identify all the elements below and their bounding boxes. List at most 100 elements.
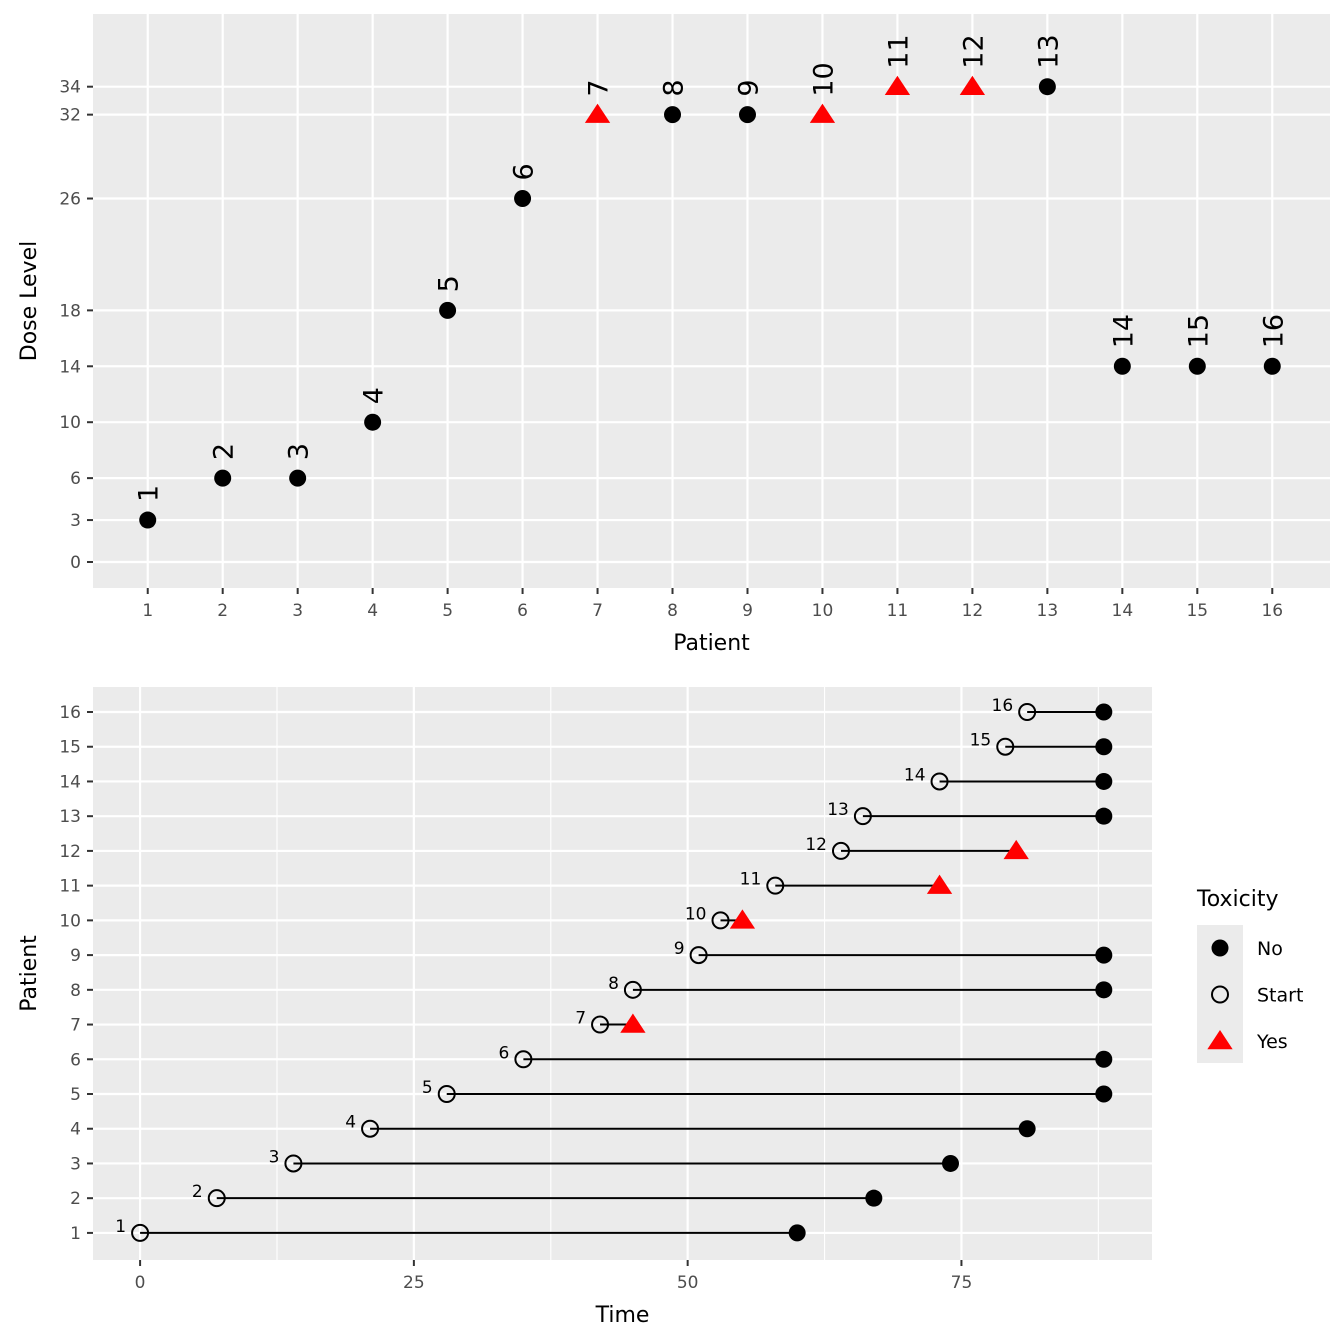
y-tick-label: 9 — [70, 946, 81, 966]
y-axis-title: Patient — [17, 935, 42, 1012]
start-point — [591, 1015, 610, 1034]
start-point — [131, 1223, 150, 1242]
y-axis-title: Dose Level — [17, 241, 42, 361]
plot-panel — [93, 14, 1330, 588]
patient-label: 9 — [674, 939, 685, 959]
patient-label: 13 — [827, 800, 849, 820]
y-tick-label: 7 — [70, 1016, 81, 1036]
patient-label: 16 — [992, 696, 1014, 716]
toxicity-yes-point — [1003, 839, 1029, 860]
patient-label: 10 — [808, 62, 839, 96]
patient-label: 6 — [499, 1043, 510, 1063]
toxicity-no-point — [738, 106, 756, 124]
patient-label: 1 — [134, 485, 165, 502]
patient-label: 15 — [1183, 314, 1214, 348]
y-tick-label: 15 — [59, 738, 81, 758]
patient-label: 14 — [904, 765, 926, 785]
x-tick-label: 75 — [951, 1273, 973, 1293]
patient-label: 6 — [509, 163, 540, 180]
y-tick-label: 6 — [70, 469, 81, 489]
toxicity-yes-point — [584, 103, 611, 123]
legend-label: Start — [1257, 985, 1303, 1007]
patient-label: 5 — [434, 275, 465, 292]
patient-label: 7 — [584, 79, 615, 96]
patient-label: 11 — [740, 870, 762, 890]
x-tick-label: 8 — [667, 601, 678, 621]
y-tick-label: 18 — [59, 301, 81, 321]
patient-label: 8 — [659, 79, 690, 96]
patient-label: 16 — [1258, 314, 1289, 348]
legend-title: Toxicity — [1196, 887, 1278, 912]
x-tick-label: 1 — [142, 601, 153, 621]
patient-label: 9 — [733, 79, 764, 96]
x-tick-label: 3 — [292, 601, 303, 621]
y-tick-label: 13 — [59, 807, 81, 827]
x-tick-label: 9 — [742, 601, 753, 621]
patient-label: 4 — [345, 1113, 356, 1133]
x-tick-label: 16 — [1261, 601, 1283, 621]
toxicity-yes-point — [959, 75, 986, 95]
timeline-chart: 0 25 50 75123456789101112131415161234567891… — [17, 687, 1303, 1328]
legend-key-no — [1211, 939, 1229, 957]
plot-panel — [93, 687, 1152, 1260]
patient-label: 2 — [209, 443, 240, 460]
y-tick-label: 12 — [59, 842, 81, 862]
y-tick-label: 34 — [59, 78, 81, 98]
start-point — [284, 1154, 303, 1173]
start-point — [1018, 703, 1037, 722]
toxicity-no-point — [1263, 357, 1281, 375]
toxicity-no-point — [1095, 1050, 1113, 1068]
toxicity-no-point — [1188, 357, 1206, 375]
x-tick-label: 5 — [442, 601, 453, 621]
patient-label: 2 — [192, 1182, 203, 1202]
start-point — [437, 1085, 456, 1104]
dose-chart: 1 2 3 4 5 6 7 8 9 10 11 12 13 14 15 1603610141826323412… — [17, 14, 1330, 656]
toxicity-no-point — [1095, 703, 1113, 721]
x-tick-label: 4 — [367, 601, 378, 621]
start-point — [711, 911, 730, 930]
toxicity-no-point — [1095, 807, 1113, 825]
y-tick-label: 3 — [70, 511, 81, 531]
toxicity-no-point — [214, 469, 232, 487]
y-tick-label: 3 — [70, 1154, 81, 1174]
start-point — [853, 807, 872, 826]
toxicity-yes-point — [926, 874, 953, 894]
y-tick-label: 16 — [59, 703, 81, 723]
start-point — [766, 876, 785, 895]
y-tick-label: 8 — [70, 981, 81, 1001]
y-tick-label: 1 — [70, 1224, 81, 1244]
toxicity-no-point — [865, 1189, 883, 1207]
y-tick-label: 11 — [59, 877, 81, 897]
toxicity-no-point — [1095, 738, 1113, 756]
patient-label: 1 — [115, 1217, 126, 1237]
start-point — [361, 1119, 380, 1138]
start-point — [623, 980, 642, 999]
toxicity-no-point — [1095, 772, 1113, 790]
patient-label: 3 — [269, 1147, 280, 1167]
toxicity-no-point — [139, 511, 157, 529]
y-tick-label: 5 — [70, 1085, 81, 1105]
patient-label: 3 — [284, 443, 315, 460]
patient-label: 15 — [970, 731, 992, 751]
toxicity-no-point — [664, 106, 682, 124]
toxicity-no-point — [439, 301, 457, 319]
legend-key-yes — [1207, 1030, 1233, 1050]
toxicity-no-point — [1095, 1085, 1113, 1103]
x-tick-label: 6 — [517, 601, 528, 621]
toxicity-no-point — [364, 413, 382, 431]
x-tick-label: 12 — [962, 601, 984, 621]
x-tick-label: 50 — [677, 1273, 699, 1293]
toxicity-no-point — [1095, 946, 1113, 964]
patient-label: 13 — [1033, 34, 1064, 68]
toxicity-no-point — [1038, 78, 1056, 96]
toxicity-no-point — [1095, 981, 1113, 999]
legend-key-start — [1211, 985, 1229, 1004]
y-tick-label: 14 — [59, 357, 81, 377]
y-tick-label: 10 — [59, 911, 81, 931]
x-tick-label: 14 — [1112, 601, 1134, 621]
toxicity-no-point — [514, 190, 532, 208]
legend: Toxicity No Start Yes — [1196, 887, 1303, 1063]
x-tick-label: 25 — [403, 1273, 425, 1293]
toxicity-no-point — [788, 1224, 806, 1242]
